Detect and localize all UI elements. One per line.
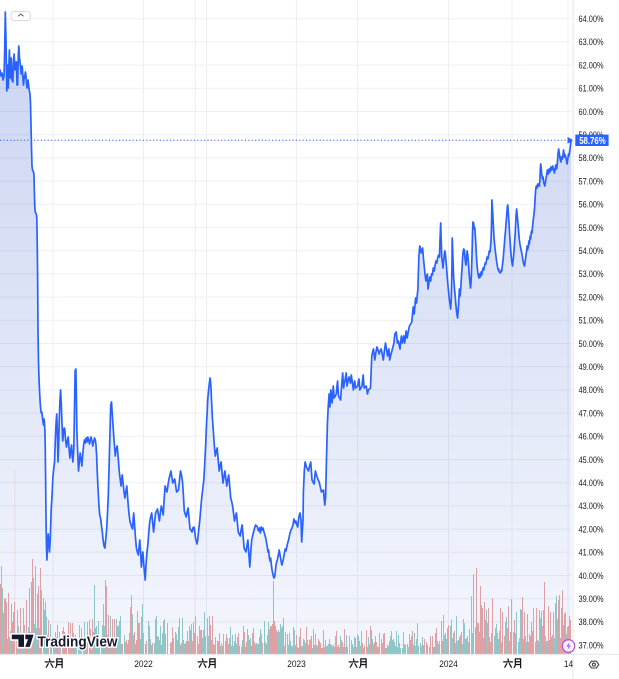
svg-text:63.00%: 63.00% <box>579 37 604 48</box>
svg-text:2023: 2023 <box>287 659 306 670</box>
svg-text:38.00%: 38.00% <box>579 617 604 628</box>
svg-text:42.00%: 42.00% <box>579 524 604 535</box>
svg-text:60.00%: 60.00% <box>579 107 604 118</box>
svg-text:53.00%: 53.00% <box>579 269 604 280</box>
svg-text:39.00%: 39.00% <box>579 594 604 605</box>
svg-text:45.00%: 45.00% <box>579 455 604 466</box>
svg-text:50.00%: 50.00% <box>579 339 604 350</box>
svg-text:2022: 2022 <box>134 659 153 670</box>
svg-text:54.00%: 54.00% <box>579 246 604 257</box>
svg-text:37.00%: 37.00% <box>579 640 604 651</box>
svg-text:58.00%: 58.00% <box>579 153 604 164</box>
svg-text:47.00%: 47.00% <box>579 408 604 419</box>
svg-text:49.00%: 49.00% <box>579 362 604 373</box>
svg-text:40.00%: 40.00% <box>579 571 604 582</box>
svg-text:61.00%: 61.00% <box>579 84 604 95</box>
svg-text:46.00%: 46.00% <box>579 432 604 443</box>
svg-text:48.00%: 48.00% <box>579 385 604 396</box>
svg-text:2024: 2024 <box>439 659 458 670</box>
svg-text:57.00%: 57.00% <box>579 176 604 187</box>
svg-text:55.00%: 55.00% <box>579 223 604 234</box>
svg-text:56.00%: 56.00% <box>579 200 604 211</box>
svg-text:44.00%: 44.00% <box>579 478 604 489</box>
svg-text:52.00%: 52.00% <box>579 292 604 303</box>
svg-text:62.00%: 62.00% <box>579 60 604 71</box>
svg-text:51.00%: 51.00% <box>579 316 604 327</box>
svg-text:43.00%: 43.00% <box>579 501 604 512</box>
svg-text:41.00%: 41.00% <box>579 548 604 559</box>
svg-text:58.76%: 58.76% <box>579 136 606 147</box>
svg-text:14: 14 <box>564 659 573 670</box>
svg-text:64.00%: 64.00% <box>579 14 604 25</box>
svg-text:TradingView: TradingView <box>38 634 118 650</box>
